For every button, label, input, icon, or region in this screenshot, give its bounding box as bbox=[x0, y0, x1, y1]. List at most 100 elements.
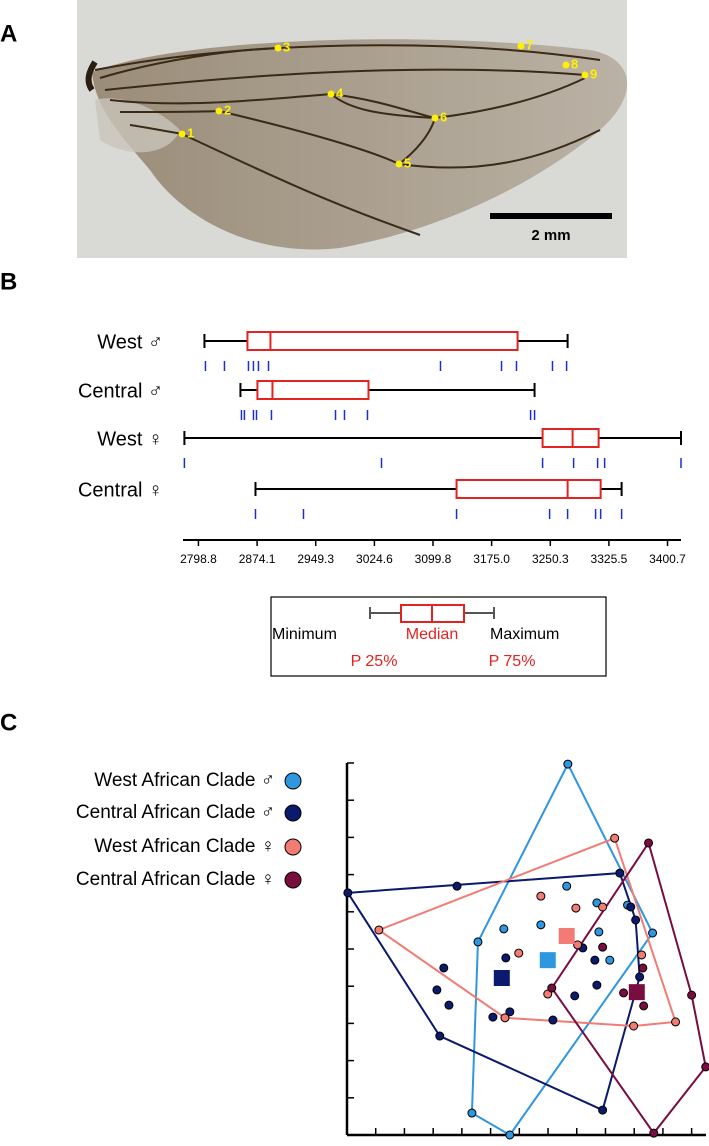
landmark-label: 4 bbox=[336, 85, 344, 100]
mean-marker bbox=[558, 927, 575, 944]
point bbox=[598, 942, 608, 952]
point bbox=[536, 891, 546, 901]
point bbox=[499, 924, 509, 934]
point bbox=[573, 940, 583, 950]
x-tick-label: 3400.7 bbox=[649, 552, 686, 566]
landmark-label: 9 bbox=[590, 66, 597, 81]
point bbox=[644, 838, 654, 848]
point bbox=[548, 1015, 558, 1025]
point bbox=[505, 1007, 515, 1017]
legend-marker bbox=[284, 804, 302, 822]
point bbox=[570, 991, 580, 1001]
point bbox=[452, 881, 462, 891]
point bbox=[505, 1130, 515, 1140]
point bbox=[501, 953, 511, 963]
wing-image: 2 mm bbox=[77, 0, 628, 258]
point bbox=[635, 972, 645, 982]
point bbox=[638, 963, 648, 973]
point bbox=[592, 980, 602, 990]
point bbox=[374, 925, 384, 935]
point bbox=[432, 985, 442, 995]
x-tick-label: 2798.8 bbox=[180, 552, 217, 566]
point bbox=[435, 1031, 445, 1041]
x-tick-label: 3175.0 bbox=[473, 552, 510, 566]
landmark-dot bbox=[581, 71, 589, 79]
legend-label: West African Clade ♂ bbox=[94, 770, 275, 791]
landmark-label: 6 bbox=[440, 109, 447, 124]
box bbox=[455, 479, 602, 499]
landmark-label: 3 bbox=[283, 39, 290, 54]
panel-label: B bbox=[0, 268, 17, 295]
legend-marker bbox=[284, 871, 302, 889]
row-label: West ♂ bbox=[97, 331, 163, 353]
landmark-label: 5 bbox=[404, 155, 411, 170]
landmarks: 1 2 3 4 5 6 7 89 bbox=[178, 37, 597, 170]
hull bbox=[550, 840, 707, 1135]
point bbox=[590, 955, 600, 965]
scale-bar-label: 2 mm bbox=[531, 227, 570, 244]
point bbox=[598, 902, 608, 912]
point bbox=[631, 915, 641, 925]
point bbox=[619, 988, 629, 998]
row-label: West ♀ bbox=[97, 428, 163, 450]
landmark-dot bbox=[327, 90, 335, 98]
landmark-dot bbox=[178, 130, 186, 138]
box bbox=[246, 331, 519, 351]
landmark-label: 1 bbox=[187, 125, 194, 140]
row-label: Central ♂ bbox=[78, 380, 163, 402]
point bbox=[687, 990, 697, 1000]
x-tick-label: 3250.3 bbox=[532, 552, 569, 566]
landmark-label: 7 bbox=[526, 37, 533, 52]
point bbox=[571, 903, 581, 913]
x-tick-label: 2874.1 bbox=[239, 552, 276, 566]
landmark-dot bbox=[517, 42, 525, 50]
point bbox=[473, 937, 483, 947]
hull bbox=[376, 836, 677, 1028]
legend-label: P 25% bbox=[351, 653, 398, 670]
landmark-dot bbox=[274, 44, 282, 52]
box bbox=[256, 380, 370, 400]
point bbox=[615, 868, 625, 878]
legend-sample bbox=[369, 604, 495, 623]
x-tick-label: 3099.8 bbox=[415, 552, 452, 566]
point bbox=[444, 1000, 454, 1010]
point bbox=[343, 888, 353, 898]
legend-marker bbox=[284, 772, 302, 790]
point bbox=[626, 902, 636, 912]
legend-label: Median bbox=[406, 626, 458, 643]
point bbox=[639, 1001, 649, 1011]
point bbox=[488, 1012, 498, 1022]
point bbox=[562, 881, 572, 891]
legend-label: Minimum bbox=[272, 626, 337, 643]
mean-marker bbox=[539, 952, 556, 969]
landmark-dot bbox=[431, 114, 439, 122]
row-label: Central ♀ bbox=[78, 479, 163, 501]
legend-label: P 75% bbox=[489, 653, 536, 670]
point bbox=[500, 1013, 510, 1023]
hull bbox=[470, 761, 654, 1137]
legend-label: Central African Clade ♂ bbox=[76, 802, 275, 823]
landmark-label: 2 bbox=[224, 102, 231, 117]
point bbox=[629, 1021, 639, 1031]
mean-marker bbox=[493, 970, 510, 987]
legend-box bbox=[270, 596, 607, 677]
panel-label: A bbox=[0, 20, 17, 47]
legend-label: Maximum bbox=[490, 626, 559, 643]
point bbox=[610, 833, 620, 843]
point bbox=[439, 963, 449, 973]
x-tick-label: 2949.3 bbox=[297, 552, 334, 566]
panel-label: C bbox=[0, 709, 17, 736]
point bbox=[514, 948, 524, 958]
x-tick-label: 3325.5 bbox=[591, 552, 628, 566]
point bbox=[649, 1128, 659, 1138]
landmark-dot bbox=[562, 61, 570, 69]
legend-marker bbox=[284, 838, 302, 856]
point bbox=[547, 983, 557, 993]
landmark-dot bbox=[395, 160, 403, 168]
point bbox=[598, 1105, 608, 1115]
box bbox=[541, 428, 600, 448]
legend-label: Central African Clade ♀ bbox=[76, 869, 275, 890]
legend-label: West African Clade ♀ bbox=[94, 836, 275, 857]
